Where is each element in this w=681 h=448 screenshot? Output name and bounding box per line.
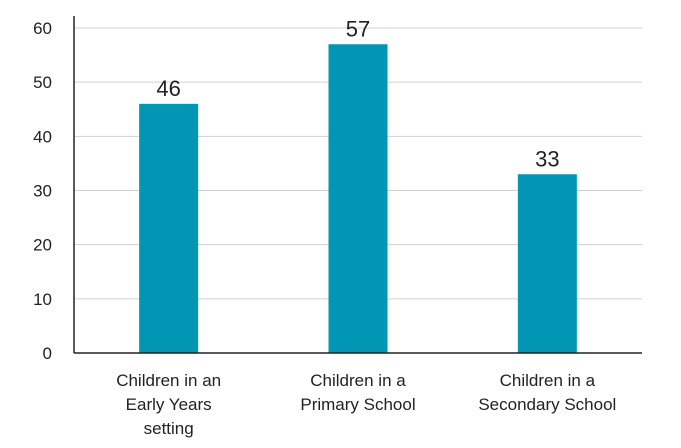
category-label-line: Primary School [300,395,415,414]
y-tick-label: 0 [43,344,52,363]
y-tick-label: 60 [33,19,52,38]
y-tick-label: 10 [33,290,52,309]
category-label-line: Children in an [116,371,221,390]
y-tick-label: 20 [33,236,52,255]
category-label: Children in a Primary School [300,371,415,414]
category-labels: Children in an Early Years settingChildren… [116,371,616,438]
y-tick-label: 40 [33,127,52,146]
category-label-line: Children in a [500,371,596,390]
bars [139,44,577,353]
y-axis-tick-labels: 0 10 20 30 40 50 60 [33,19,52,363]
bar [139,103,199,353]
category-label: Children in a Secondary School [478,371,616,414]
data-labels: 46 57 33 [156,16,559,171]
y-tick-label: 30 [33,182,52,201]
category-label-line: Children in a [310,371,406,390]
data-label: 57 [346,16,370,41]
data-label: 46 [156,76,180,101]
bar [517,174,577,353]
y-tick-label: 50 [33,73,52,92]
category-label-line: setting [144,419,194,438]
category-label: Children in an Early Years setting [116,371,221,438]
category-label-line: Early Years [126,395,212,414]
bar [328,44,388,353]
category-label-line: Secondary School [478,395,616,414]
data-label: 33 [535,146,559,171]
